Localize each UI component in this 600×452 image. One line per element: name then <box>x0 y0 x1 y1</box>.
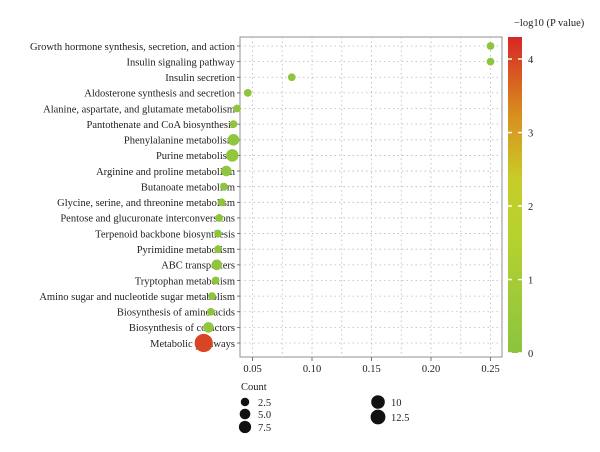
bubble-point <box>215 214 224 222</box>
bubbles <box>194 42 495 353</box>
bubble-point <box>287 73 296 82</box>
y-term-label: Insulin signaling pathway <box>127 57 236 68</box>
bubble-point <box>221 165 232 177</box>
bubble-point <box>206 307 215 316</box>
bubble-point <box>208 292 216 301</box>
y-term-label: Purine metabolism <box>156 151 235 162</box>
y-term-label: Pentose and glucuronate interconversions <box>60 214 235 225</box>
y-term-label: Terpenoid backbone biosynthesis <box>95 229 235 240</box>
bubble-point <box>233 104 241 113</box>
y-term-label: Growth hormone synthesis, secretion, and… <box>30 42 236 53</box>
size-legend-label: 7.5 <box>258 423 271 434</box>
colorbar-title: −log10 (P value) <box>514 18 585 29</box>
y-term-label: ABC transporters <box>161 261 235 272</box>
y-term-label: Tryptophan metabolism <box>135 276 235 287</box>
x-tick-label: 0.05 <box>243 364 261 375</box>
y-term-label: Biosynthesis of amino acids <box>117 308 235 319</box>
bubble-point <box>211 276 220 285</box>
colorbar-gradient <box>508 37 522 353</box>
bubble-point <box>226 149 239 162</box>
size-legend-bubble <box>370 409 386 425</box>
y-term-label: Phenylalanine metabolism <box>124 136 235 147</box>
size-legend-label: 2.5 <box>258 398 271 409</box>
y-term-label: Amino sugar and nucleotide sugar metabol… <box>39 292 235 303</box>
bubble-point <box>486 42 495 50</box>
x-tick-label: 0.25 <box>481 364 499 375</box>
x-tick-label: 0.15 <box>362 364 380 375</box>
size-legend-title: Count <box>241 382 267 393</box>
size-legend: Count 2.55.0 7.5 10 12.5 <box>238 382 409 434</box>
plot-area <box>239 36 503 358</box>
size-legend-bubble <box>371 395 385 409</box>
y-term-label: Glycine, serine, and threonine metabolis… <box>57 198 235 209</box>
grid-lines <box>240 37 502 357</box>
x-tick-label: 0.10 <box>303 364 321 375</box>
y-term-label: Biosynthesis of cofactors <box>129 323 235 334</box>
bubble-point <box>227 133 240 146</box>
bubble-point <box>217 198 226 207</box>
size-legend-bubble <box>239 408 251 420</box>
y-term-label: Metabolic pathways <box>150 339 235 350</box>
bubble-point <box>203 322 214 333</box>
bubble-point <box>220 182 228 191</box>
y-term-label: Butanoate metabolism <box>141 182 235 193</box>
y-term-label: Alanine, aspartate, and glutamate metabo… <box>43 104 235 115</box>
x-axis: 0.05 0.10 0.15 0.20 0.25 <box>243 357 500 375</box>
size-legend-label: 12.5 <box>391 413 409 424</box>
y-term-label: Pyrimidine metabolism <box>137 245 235 256</box>
bubble-point <box>214 229 222 238</box>
colorbar-tick-label: 2 <box>528 202 533 213</box>
y-term-label: Aldosterone synthesis and secretion <box>84 89 236 100</box>
colorbar-tick-label: 0 <box>528 349 533 360</box>
size-legend-bubble <box>238 420 252 434</box>
colorbar-tick-label: 4 <box>528 55 534 66</box>
colorbar-tick-label: 3 <box>528 128 533 139</box>
plot-border <box>239 36 503 358</box>
x-tick-label: 0.20 <box>422 364 440 375</box>
y-term-label: Pantothenate and CoA biosynthesis <box>87 120 235 131</box>
y-term-label: Arginine and proline metabolism <box>96 167 235 178</box>
size-legend-label: 5.0 <box>258 410 271 421</box>
y-axis-terms: Growth hormone synthesis, secretion, and… <box>30 42 240 350</box>
bubble-point <box>229 120 238 129</box>
colorbar-tick-label: 1 <box>528 275 533 286</box>
colorbar: −log10 (P value) 0 1 2 3 4 <box>508 18 585 360</box>
bubble-point <box>214 245 222 254</box>
size-legend-label: 10 <box>391 398 402 409</box>
y-term-label: Insulin secretion <box>165 73 235 84</box>
bubble-point <box>194 333 213 353</box>
bubble-point <box>486 57 495 66</box>
bubble-point <box>211 259 223 271</box>
size-legend-bubble <box>240 397 250 407</box>
bubble-point <box>243 88 252 97</box>
